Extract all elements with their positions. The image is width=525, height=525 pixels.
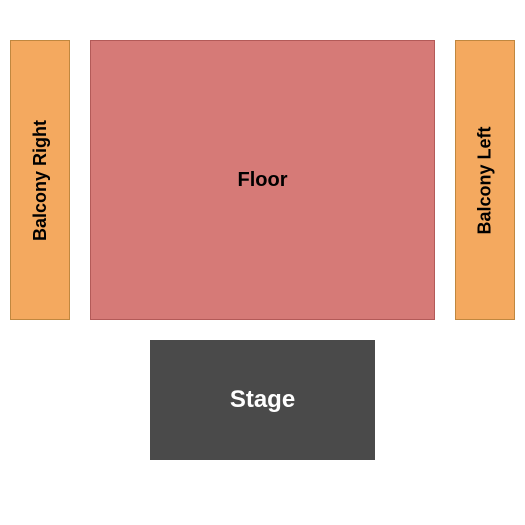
balcony-left-label: Balcony Left bbox=[475, 126, 496, 234]
floor-section[interactable]: Floor bbox=[90, 40, 435, 320]
balcony-left-section[interactable]: Balcony Left bbox=[455, 40, 515, 320]
floor-label: Floor bbox=[238, 169, 288, 192]
stage-section: Stage bbox=[150, 340, 375, 460]
balcony-right-section[interactable]: Balcony Right bbox=[10, 40, 70, 320]
balcony-right-label: Balcony Right bbox=[30, 119, 51, 240]
stage-label: Stage bbox=[230, 386, 295, 414]
